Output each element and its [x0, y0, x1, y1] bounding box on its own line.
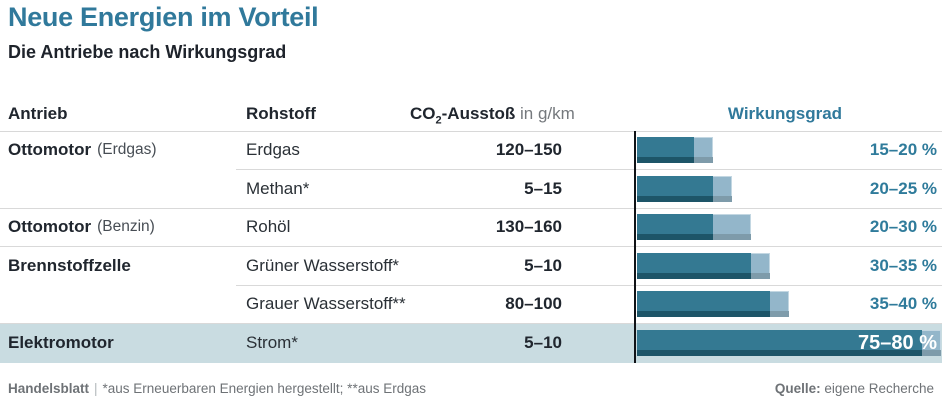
source-label: Quelle:	[774, 381, 821, 396]
efficiency-bar	[637, 252, 770, 279]
co2-subscript: 2	[435, 114, 442, 127]
co2-value-cell: 5–10	[524, 333, 562, 352]
rohstoff-cell: Grüner Wasserstoff*	[246, 255, 400, 275]
column-header-wirkungsgrad: Wirkungsgrad	[727, 104, 843, 123]
bar-segment-range	[694, 137, 713, 163]
bar-segment-range	[922, 330, 941, 356]
antrieb-name: Elektromotor	[8, 333, 114, 352]
efficiency-bar	[637, 175, 732, 202]
bar-segment-min	[637, 137, 694, 163]
page-title: Neue Energien im Vorteil	[8, 2, 319, 32]
rohstoff-cell: Methan*	[246, 178, 310, 198]
antrieb-name: Ottomotor	[8, 140, 92, 159]
footer-note: Handelsblatt | *aus Erneuerbaren Energien …	[8, 381, 426, 396]
antrieb-note: (Benzin)	[97, 218, 155, 235]
antrieb-cell: Brennstoffzelle	[8, 246, 238, 285]
rohstoff-cell: Rohöl	[246, 217, 291, 236]
antrieb-cell: Ottomotor (Benzin)	[8, 208, 238, 246]
antrieb-cell: Ottomotor (Erdgas)	[8, 131, 238, 169]
bar-segment-range	[751, 252, 770, 279]
antrieb-name: Brennstoffzelle	[8, 255, 131, 275]
efficiency-range-label: 75–80 %	[858, 331, 937, 354]
co2-value-cell: 120–150	[495, 140, 562, 159]
antrieb-cell: Elektromotor	[8, 323, 238, 363]
efficiency-bar	[637, 291, 789, 317]
efficiency-range-label: 20–30 %	[869, 217, 937, 236]
table-row: Methan* 5–15 20–25 %	[0, 169, 942, 208]
footer-separator: |	[94, 381, 98, 396]
rohstoff-cell: Erdgas	[246, 140, 300, 159]
column-header-antrieb: Antrieb	[8, 104, 68, 123]
co2-value-cell: 130–160	[495, 217, 562, 236]
efficiency-range-label: 15–20 %	[869, 140, 937, 159]
bar-segment-range	[713, 214, 751, 240]
rohstoff-cell: Strom*	[246, 333, 298, 352]
efficiency-bar	[637, 137, 713, 163]
table-row: Ottomotor (Benzin) Rohöl 130–160 20–30 %	[0, 208, 942, 246]
source-text: eigene Recherche	[824, 381, 934, 396]
row-divider	[236, 169, 942, 170]
bar-segment-range	[713, 175, 732, 202]
page-subtitle: Die Antriebe nach Wirkungsgrad	[8, 42, 287, 62]
table-row: Grauer Wasserstoff** 80–100 35–40 %	[0, 285, 942, 323]
efficiency-bar	[637, 330, 941, 356]
antrieb-name: Ottomotor	[8, 217, 92, 236]
bar-cell	[637, 208, 942, 246]
rohstoff-cell: Grauer Wasserstoff**	[246, 294, 406, 313]
table-row: Brennstoffzelle Grüner Wasserstoff* 5–10…	[0, 246, 942, 285]
bar-segment-min	[637, 330, 922, 356]
co2-value-cell: 5–15	[524, 178, 562, 198]
brand-label: Handelsblatt	[8, 381, 90, 396]
co2-prefix: CO	[410, 104, 436, 123]
column-header-co2: CO2-Ausstoß in g/km	[410, 104, 575, 126]
bar-segment-min	[637, 214, 713, 240]
table-row: Ottomotor (Erdgas) Erdgas 120–150 15–20 …	[0, 131, 942, 169]
bar-cell	[637, 169, 942, 208]
bar-cell	[637, 323, 942, 363]
bar-cell	[637, 246, 942, 285]
source-credit: Quelle: eigene Recherche	[775, 381, 934, 396]
row-divider	[0, 246, 942, 247]
antrieb-note: (Erdgas)	[97, 141, 157, 158]
efficiency-range-label: 35–40 %	[869, 294, 937, 313]
co2-rest: -Ausstoß	[441, 104, 516, 123]
bar-segment-range	[770, 291, 789, 317]
efficiency-range-label: 30–35 %	[869, 255, 937, 275]
bar-segment-min	[637, 175, 713, 202]
co2-value-cell: 80–100	[505, 294, 562, 313]
antrieb-cell	[8, 169, 238, 208]
bar-segment-min	[637, 252, 751, 279]
antrieb-cell	[8, 285, 238, 323]
bar-cell	[637, 131, 942, 169]
efficiency-range-label: 20–25 %	[869, 178, 937, 198]
bar-segment-min	[637, 291, 770, 317]
header-divider	[0, 131, 942, 132]
co2-value-cell: 5–10	[524, 255, 562, 275]
bar-axis-line	[634, 131, 636, 363]
column-header-rohstoff: Rohstoff	[246, 104, 316, 123]
table-row: Elektromotor Strom* 5–10 75–80 %	[0, 323, 942, 363]
row-divider	[236, 285, 942, 286]
footnote-text: *aus Erneuerbaren Energien hergestellt; …	[102, 381, 426, 396]
co2-unit: in g/km	[515, 104, 575, 123]
row-divider	[0, 208, 942, 209]
row-divider	[0, 323, 942, 324]
bar-cell	[637, 285, 942, 323]
efficiency-bar	[637, 214, 751, 240]
